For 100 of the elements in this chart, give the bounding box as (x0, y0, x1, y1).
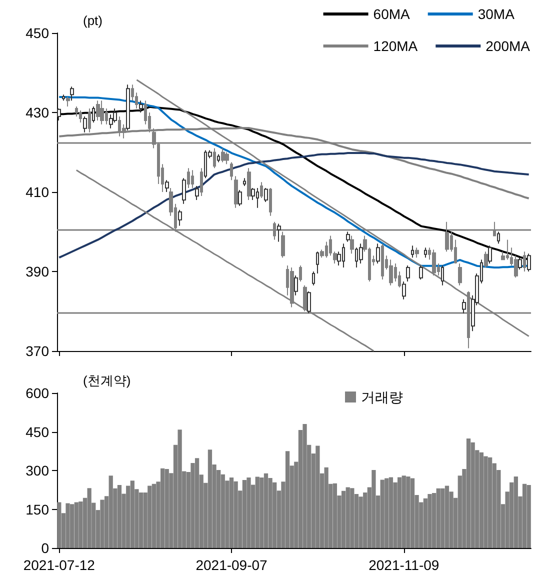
line-series (58, 152, 530, 259)
candlestick (424, 247, 427, 258)
bar (341, 490, 346, 548)
candlestick (484, 251, 488, 268)
y-tick-label: 450 (26, 25, 50, 41)
candlestick (182, 178, 186, 204)
y-tick-label: 450 (26, 424, 50, 440)
candlestick (381, 243, 384, 280)
candlestick (165, 180, 169, 192)
bar (194, 458, 200, 548)
candlestick (316, 251, 319, 274)
candlestick (488, 245, 492, 264)
y-tick-label: 390 (26, 264, 50, 280)
candlestick (92, 106, 95, 123)
y-axis-title: (pt) (83, 13, 102, 28)
bar (380, 480, 384, 548)
bar (66, 503, 70, 548)
bar (358, 496, 363, 548)
candlestick (234, 176, 238, 208)
candlestick (432, 249, 436, 276)
candlestick (217, 154, 220, 163)
candlestick (57, 108, 61, 121)
bar (302, 424, 307, 548)
candlestick (230, 162, 233, 181)
candlestick (497, 231, 500, 244)
candlestick (350, 235, 354, 254)
bar (242, 480, 247, 548)
candlestick (79, 110, 82, 123)
candlestick (419, 265, 423, 280)
candlestick (126, 84, 130, 131)
bar (372, 470, 376, 548)
candlestick (70, 86, 74, 102)
bar (484, 456, 488, 548)
candlestick (66, 96, 70, 108)
bar (410, 478, 415, 548)
candlestick (100, 100, 104, 125)
bar (316, 446, 320, 548)
bar (388, 477, 394, 548)
candlestick (62, 94, 65, 102)
bar (246, 477, 251, 548)
candlestick (290, 267, 294, 308)
candlestick (195, 186, 199, 200)
candlestick (260, 182, 263, 198)
bar (87, 488, 92, 548)
bar (440, 488, 445, 548)
candlestick (243, 178, 246, 187)
candlestick (411, 245, 414, 258)
candlestick (441, 265, 444, 286)
legend-label: 60MA (373, 6, 411, 22)
bar (108, 476, 113, 548)
bar (488, 457, 492, 548)
candlestick (312, 271, 315, 286)
bar (470, 442, 475, 548)
candlestick (415, 247, 419, 258)
candlestick (527, 253, 531, 272)
y-tick-label: 300 (26, 462, 50, 478)
candlestick (200, 168, 203, 196)
bar (466, 438, 471, 548)
bar (432, 492, 436, 548)
bar (384, 478, 389, 548)
candlestick (269, 188, 272, 216)
bar (100, 500, 104, 548)
bar (285, 451, 290, 548)
candlestick (277, 223, 281, 242)
candlestick (264, 188, 268, 202)
legend-label: 거래량 (361, 389, 403, 405)
bar (178, 430, 182, 548)
bar (350, 488, 354, 548)
candlestick (225, 152, 229, 165)
candlestick (462, 298, 466, 314)
bar (148, 486, 152, 548)
candlestick (247, 168, 251, 200)
y-axis-title: (천계약) (83, 373, 131, 388)
candlestick (187, 168, 190, 189)
candlestick (83, 116, 87, 133)
bar (260, 477, 264, 548)
bar (436, 488, 440, 548)
candlestick (191, 170, 194, 189)
bar (229, 477, 234, 548)
bar (152, 484, 156, 548)
bar (444, 486, 450, 548)
legend-label: 200MA (486, 38, 531, 54)
bar (138, 492, 144, 548)
y-tick-label: 600 (26, 385, 50, 401)
bar (332, 483, 338, 548)
candlestick (389, 259, 393, 286)
candlestick (238, 190, 242, 206)
candlestick (359, 243, 363, 264)
y-tick-label: 150 (26, 501, 50, 518)
bar (117, 484, 122, 548)
candlestick (178, 209, 182, 226)
y-tick-label: 410 (26, 184, 50, 200)
bar (346, 487, 350, 548)
bar (479, 452, 484, 548)
bar (57, 502, 62, 548)
bar (234, 481, 238, 548)
bar (522, 484, 527, 548)
legend-label: 120MA (373, 38, 418, 54)
bar (78, 502, 83, 548)
candlestick (96, 100, 100, 121)
